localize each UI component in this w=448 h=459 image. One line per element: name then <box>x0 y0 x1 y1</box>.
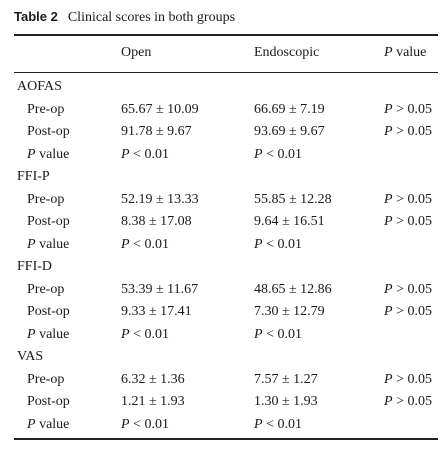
row-label: Pre-op <box>27 101 65 117</box>
group-label: FFI-D <box>17 259 53 274</box>
top-rule <box>14 34 438 36</box>
open-value: P < 0.01 <box>121 146 169 162</box>
p-value: P > 0.05 <box>384 371 432 387</box>
endoscopic-value: 7.30 ± 12.79 <box>254 304 325 319</box>
table-number: Table 2 <box>14 9 58 24</box>
p-value: P > 0.05 <box>384 304 432 319</box>
open-value: P < 0.01 <box>121 236 169 252</box>
p-value: P > 0.05 <box>384 281 432 297</box>
row-label: Post-op <box>27 124 70 139</box>
group-label: AOFAS <box>17 79 62 94</box>
table-title: Clinical scores in both groups <box>67 10 236 25</box>
p-value: P > 0.05 <box>384 101 432 117</box>
open-value: 8.38 ± 17.08 <box>121 214 192 229</box>
table-caption: Table 2 Clinical scores in both groups <box>14 9 235 26</box>
endoscopic-value: P < 0.01 <box>254 416 302 432</box>
endoscopic-value: 1.30 ± 1.93 <box>254 394 318 409</box>
open-value: 65.67 ± 10.09 <box>121 101 199 117</box>
row-label: Pre-op <box>27 281 65 297</box>
endoscopic-value: 7.57 ± 1.27 <box>254 371 318 387</box>
header-open: Open <box>121 45 152 60</box>
row-label: Post-op <box>27 214 70 229</box>
endoscopic-value: 9.64 ± 16.51 <box>254 214 325 229</box>
row-label: P value <box>27 236 70 252</box>
open-value: 1.21 ± 1.93 <box>121 394 185 409</box>
p-value: P > 0.05 <box>384 124 432 139</box>
open-value: P < 0.01 <box>121 326 169 342</box>
open-value: 9.33 ± 17.41 <box>121 304 192 319</box>
endoscopic-value: P < 0.01 <box>254 326 302 342</box>
endoscopic-value: 66.69 ± 7.19 <box>254 101 325 117</box>
group-label: FFI-P <box>17 169 50 184</box>
endoscopic-value: 55.85 ± 12.28 <box>254 191 332 207</box>
group-label: VAS <box>17 349 44 364</box>
open-value: 52.19 ± 13.33 <box>121 191 199 207</box>
row-label: P value <box>27 146 70 162</box>
endoscopic-value: P < 0.01 <box>254 146 302 162</box>
open-value: 6.32 ± 1.36 <box>121 371 185 387</box>
open-value: 53.39 ± 11.67 <box>121 281 199 297</box>
row-label: Post-op <box>27 394 70 409</box>
row-label: P value <box>27 416 70 432</box>
row-label: Pre-op <box>27 191 65 207</box>
p-value: P > 0.05 <box>384 191 432 207</box>
endoscopic-value: P < 0.01 <box>254 236 302 252</box>
p-value: P > 0.05 <box>384 394 432 409</box>
header-p-value: P value <box>384 45 427 60</box>
row-label: Pre-op <box>27 371 65 387</box>
endoscopic-value: 93.69 ± 9.67 <box>254 124 325 139</box>
header-endoscopic: Endoscopic <box>254 45 320 60</box>
bottom-rule <box>14 438 438 440</box>
row-label: Post-op <box>27 304 70 319</box>
row-label: P value <box>27 326 70 342</box>
open-value: P < 0.01 <box>121 416 169 432</box>
header-rule <box>14 72 438 73</box>
open-value: 91.78 ± 9.67 <box>121 124 192 139</box>
p-value: P > 0.05 <box>384 214 432 229</box>
endoscopic-value: 48.65 ± 12.86 <box>254 281 332 297</box>
